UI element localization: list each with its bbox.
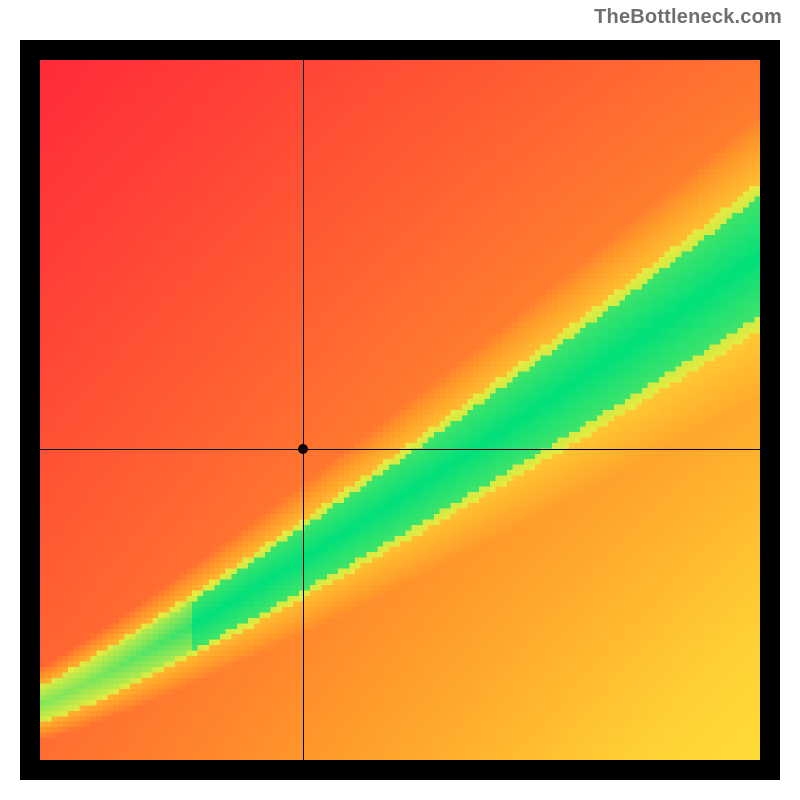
heatmap-plot	[40, 60, 760, 760]
crosshair-marker	[298, 444, 308, 454]
chart-outer-frame	[20, 40, 780, 780]
crosshair-horizontal	[40, 449, 760, 450]
heatmap-canvas	[40, 60, 760, 760]
crosshair-vertical	[303, 60, 304, 760]
watermark-text: TheBottleneck.com	[594, 6, 782, 29]
